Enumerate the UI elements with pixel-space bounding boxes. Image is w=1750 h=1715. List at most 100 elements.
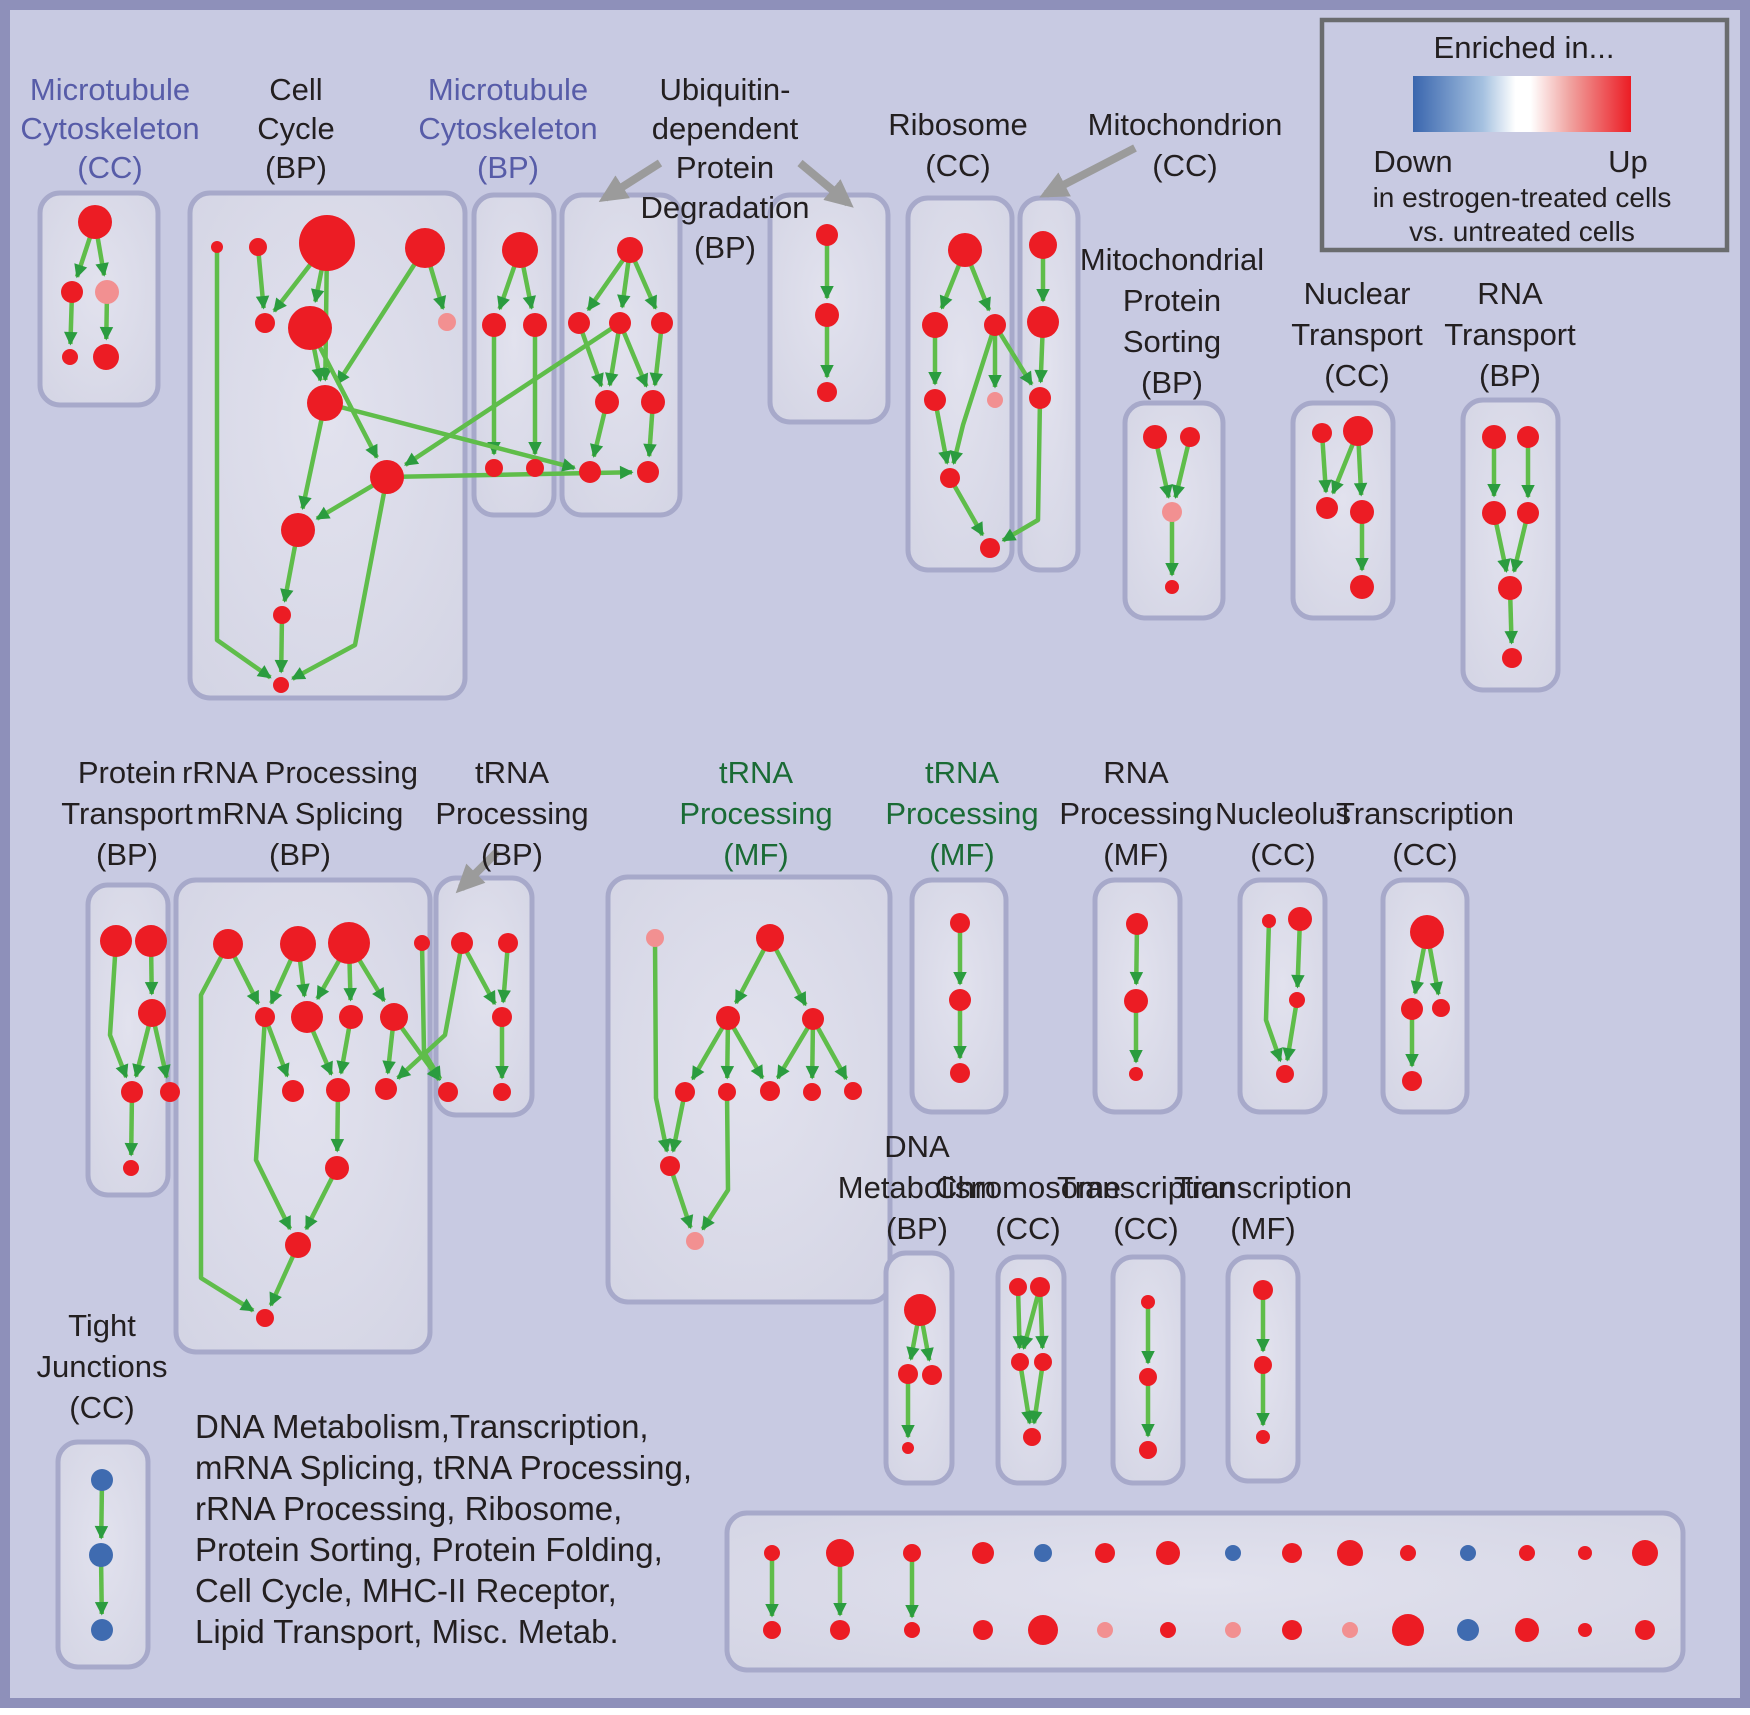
go-term-node	[1276, 1065, 1294, 1083]
go-term-node	[675, 1082, 695, 1102]
go-term-node	[1402, 1071, 1422, 1091]
go-term-node	[1262, 914, 1276, 928]
cluster-label-mt-bp: Microtubule	[428, 72, 588, 107]
cluster-label-trnamf1: tRNA	[719, 755, 793, 790]
go-term-node	[211, 241, 223, 253]
go-term-node	[1498, 576, 1522, 600]
go-term-node	[1180, 427, 1200, 447]
cluster-label-rnaproc: RNA	[1103, 755, 1169, 790]
go-term-node	[1009, 1278, 1027, 1296]
go-term-node	[756, 924, 784, 952]
go-term-node	[438, 1082, 458, 1102]
go-term-node	[1029, 231, 1057, 259]
go-term-node	[660, 1156, 680, 1176]
relationship-edge	[667, 1165, 694, 1230]
go-term-node	[922, 1365, 942, 1385]
annotation-line: rRNA Processing, Ribosome,	[195, 1490, 622, 1527]
relationship-edge	[775, 1017, 815, 1080]
relationship-edge	[668, 1091, 688, 1153]
cluster-label-transcclow: Transcription	[1057, 1170, 1235, 1205]
go-term-node	[1143, 425, 1167, 449]
cluster-box-rrna	[173, 877, 433, 1355]
go-term-node	[485, 459, 503, 477]
cluster-label-transccup: (CC)	[1392, 837, 1457, 872]
label-pointer-arrow	[1039, 144, 1137, 198]
go-term-node	[1401, 998, 1423, 1020]
go-term-node	[1578, 1623, 1592, 1637]
go-term-node	[568, 312, 590, 334]
cluster-label-cell: (BP)	[265, 150, 327, 185]
go-term-node	[1256, 1430, 1270, 1444]
go-term-node	[1342, 1622, 1358, 1638]
go-term-node	[1482, 425, 1506, 449]
legend: Enriched in... Down Up in estrogen-treat…	[1319, 17, 1730, 253]
cluster-label-mt-cc: Microtubule	[30, 72, 190, 107]
go-term-node	[844, 1082, 862, 1100]
go-term-node	[637, 461, 659, 483]
go-term-node	[641, 390, 665, 414]
cluster-label-cell: Cell	[269, 72, 322, 107]
relationship-edge	[617, 322, 649, 388]
relationship-edge	[949, 324, 998, 465]
go-term-node	[123, 1160, 139, 1176]
go-term-node	[380, 1003, 408, 1031]
go-term-node	[646, 929, 664, 947]
cluster-label-nucleolus: Nucleolus	[1215, 796, 1351, 831]
go-term-node	[924, 389, 946, 411]
cluster-label-ubiq1: Ubiquitin-	[660, 72, 791, 107]
go-term-node	[1515, 1618, 1539, 1642]
label-pointer-arrow	[797, 159, 854, 208]
go-term-node	[370, 460, 404, 494]
go-term-node	[984, 314, 1006, 336]
cluster-label-transccup: Transcription	[1336, 796, 1514, 831]
cluster-label-mt-bp: Cytoskeleton	[418, 111, 597, 146]
cluster-label-nuctrans: Transport	[1291, 317, 1423, 352]
go-term-node	[817, 382, 837, 402]
go-term-node	[595, 390, 619, 414]
go-term-node	[1160, 1622, 1176, 1638]
go-term-node	[1289, 992, 1305, 1008]
go-term-node	[902, 1442, 914, 1454]
cluster-label-mps: (BP)	[1141, 365, 1203, 400]
annotation-line: Cell Cycle, MHC-II Receptor,	[195, 1572, 617, 1609]
cluster-box-misc	[724, 1510, 1686, 1673]
cluster-label-prottrans: (BP)	[96, 837, 158, 872]
cluster-box-rnatrans	[1460, 397, 1561, 693]
cluster-box-transccup	[1380, 877, 1470, 1115]
go-term-node	[1632, 1540, 1658, 1566]
cluster-label-rnaproc: (MF)	[1103, 837, 1168, 872]
go-term-node	[1410, 915, 1444, 949]
go-term-node	[1519, 1545, 1535, 1561]
go-term-node	[493, 1083, 511, 1101]
relationship-edge	[214, 247, 272, 680]
go-term-node	[760, 1081, 780, 1101]
relationship-edge	[396, 942, 465, 1080]
relationship-edge	[107, 940, 129, 1079]
go-term-node	[609, 312, 631, 334]
go-term-node	[1162, 502, 1182, 522]
go-term-node	[686, 1232, 704, 1250]
relationship-edge	[1012, 1286, 1027, 1350]
go-term-node	[904, 1622, 920, 1638]
go-term-node	[1312, 423, 1332, 443]
go-term-node	[1095, 1543, 1115, 1563]
cluster-label-tight: Tight	[68, 1308, 136, 1343]
relationship-edge	[1029, 1361, 1046, 1425]
go-term-node	[213, 929, 243, 959]
cluster-label-trnabp: tRNA	[475, 755, 549, 790]
cluster-label-dnamet: (BP)	[886, 1211, 948, 1246]
relationship-edge	[1017, 1361, 1035, 1425]
relationship-edge	[255, 246, 270, 310]
go-term-node	[451, 932, 473, 954]
go-term-node	[826, 1539, 854, 1567]
cluster-label-prottrans: Protein	[78, 755, 176, 790]
relationship-edge	[1001, 397, 1043, 543]
go-term-node	[1254, 1356, 1272, 1374]
go-term-node	[160, 1082, 180, 1102]
go-term-node	[1392, 1614, 1424, 1646]
go-term-node	[1027, 306, 1059, 338]
cluster-box-nucleolus	[1237, 877, 1328, 1115]
cluster-box-rib	[905, 195, 1015, 573]
legend-subtitle-line1: in estrogen-treated cells	[1373, 182, 1672, 213]
